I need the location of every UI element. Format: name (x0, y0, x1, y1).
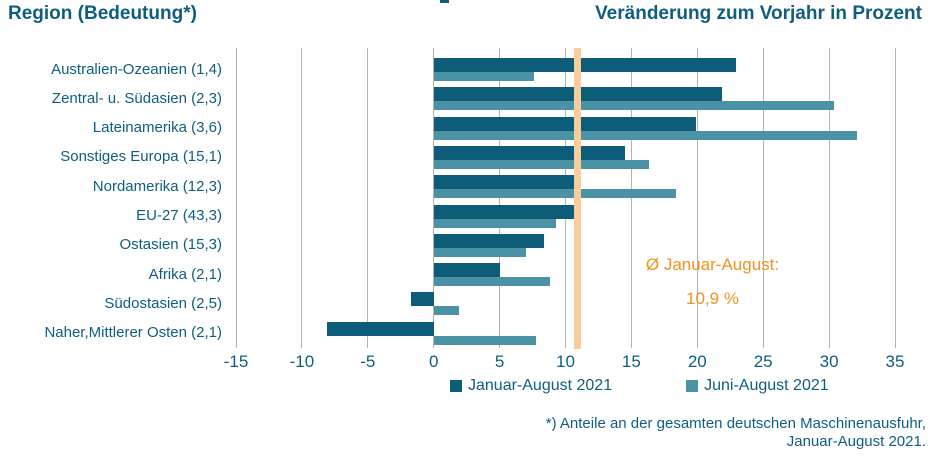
bar-januar-august-2021 (433, 145, 625, 160)
bar-juni-august-2021 (433, 101, 835, 111)
average-line (573, 48, 581, 349)
footnote-line1: *) Anteile an der gesamten deutschen Mas… (545, 415, 926, 432)
cropped-title-remnant (440, 0, 449, 3)
bar-juni-august-2021 (433, 189, 677, 199)
category-label: Afrika (2,1) (148, 265, 222, 283)
x-tick-label: 5 (494, 352, 505, 371)
x-tick-label: -5 (360, 352, 376, 371)
x-tick-label: 20 (687, 352, 707, 371)
x-tick-label: 25 (753, 352, 773, 371)
legend-label: Juni-August 2021 (704, 377, 829, 394)
bar-januar-august-2021 (326, 321, 434, 336)
category-label: Sonstiges Europa (15,1) (60, 148, 222, 166)
average-annotation: Ø Januar-August: 10,9 % (585, 255, 840, 309)
gridline (696, 48, 698, 348)
bar-juni-august-2021 (433, 130, 857, 140)
x-tick-label: 30 (819, 352, 839, 371)
footnote-line2: Januar-August 2021. (786, 433, 926, 450)
bar-januar-august-2021 (433, 116, 696, 131)
bar-juni-august-2021 (433, 159, 649, 169)
gridline (301, 48, 303, 348)
category-label: Naher,Mittlerer Osten (2,1) (44, 324, 222, 342)
legend-label: Januar-August 2021 (468, 377, 613, 394)
bar-juni-august-2021 (433, 72, 534, 81)
x-tick-label: -10 (289, 352, 315, 371)
legend-swatch-dark (450, 380, 462, 392)
bar-januar-august-2021 (411, 292, 434, 307)
bar-januar-august-2021 (433, 175, 580, 190)
footnote: *) Anteile an der gesamten deutschen Mas… (546, 415, 926, 451)
bar-januar-august-2021 (433, 233, 545, 248)
bar-januar-august-2021 (433, 58, 736, 72)
x-tick-label: -15 (223, 352, 249, 371)
x-tick-label: 10 (556, 352, 575, 371)
axis-title-left: Region (Bedeutung*) (8, 3, 197, 24)
category-label: Zentral- u. Südasien (2,3) (51, 89, 222, 107)
category-label: Australien-Ozeanien (1,4) (51, 60, 222, 78)
average-annotation-value: 10,9 % (686, 289, 739, 308)
bar-juni-august-2021 (433, 335, 537, 345)
legend-item-juni-august: Juni-August 2021 (686, 377, 829, 395)
x-tick-label: 15 (621, 352, 641, 371)
category-label: Lateinamerika (3,6) (92, 119, 222, 137)
x-tick-label: 35 (885, 352, 905, 371)
category-axis: Australien-Ozeanien (1,4) Zentral- u. Süd… (0, 48, 222, 348)
gridline (762, 48, 764, 348)
x-tick-label: 0 (428, 352, 439, 371)
category-label: Südostasien (2,5) (104, 294, 222, 312)
bar-juni-august-2021 (433, 306, 459, 316)
bar-januar-august-2021 (433, 263, 500, 278)
gridline (235, 48, 237, 348)
axis-title-right: Veränderung zum Vorjahr in Prozent (595, 3, 922, 24)
bar-juni-august-2021 (433, 277, 550, 287)
legend: Januar-August 2021 Juni-August 2021 (450, 377, 829, 395)
bar-juni-august-2021 (433, 247, 526, 257)
category-label: EU-27 (43,3) (136, 207, 222, 224)
legend-swatch-light (686, 380, 699, 392)
category-label: Nordamerika (12,3) (92, 177, 222, 195)
plot-area: -15 -10 -5 0 5 10 15 20 25 30 35 (224, 48, 904, 371)
gridline (894, 48, 896, 348)
bar-juni-august-2021 (433, 218, 557, 228)
average-annotation-title: Ø Januar-August: (645, 255, 780, 274)
gridline (367, 48, 369, 348)
legend-item-januar-august: Januar-August 2021 (450, 377, 612, 395)
gridline (828, 48, 830, 348)
bar-januar-august-2021 (433, 204, 577, 219)
category-label: Ostasien (15,3) (119, 236, 222, 254)
